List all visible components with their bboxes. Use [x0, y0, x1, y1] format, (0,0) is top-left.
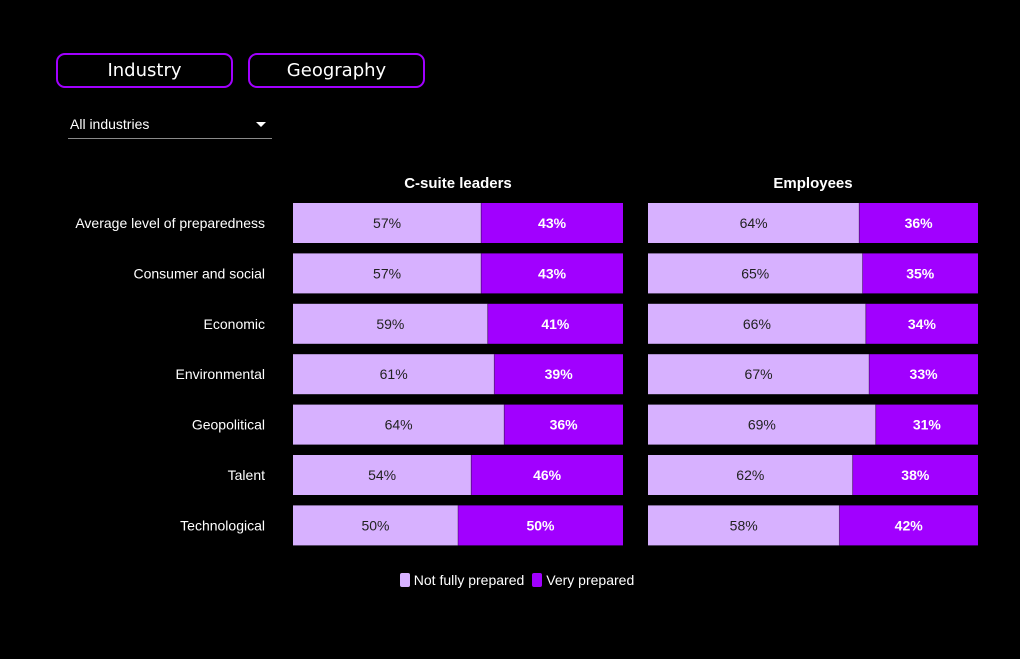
category-label-consumer-and-social: Consumer and social	[133, 265, 265, 281]
label-not-fully-prepared-c-suite-leaders-environmental: 61%	[380, 366, 408, 382]
bar-not-fully-prepared-c-suite-leaders-average-level-of-preparedness	[293, 203, 482, 243]
category-label-environmental: Environmental	[176, 366, 266, 382]
dropdown-selected-value: All industries	[70, 116, 150, 132]
label-very-prepared-c-suite-leaders-average-level-of-preparedness: 43%	[538, 215, 567, 231]
label-not-fully-prepared-employees-environmental: 67%	[745, 366, 773, 382]
label-not-fully-prepared-c-suite-leaders-consumer-and-social: 57%	[373, 265, 401, 281]
label-very-prepared-c-suite-leaders-consumer-and-social: 43%	[538, 265, 567, 281]
label-not-fully-prepared-employees-consumer-and-social: 65%	[741, 265, 769, 281]
legend-label-very-prepared: Very prepared	[546, 572, 635, 588]
label-not-fully-prepared-employees-average-level-of-preparedness: 64%	[740, 215, 768, 231]
label-very-prepared-c-suite-leaders-geopolitical: 36%	[550, 417, 579, 433]
bar-very-prepared-employees-economic	[865, 303, 978, 344]
panel-title-employees: Employees	[773, 175, 852, 192]
label-very-prepared-employees-technological: 42%	[895, 517, 924, 533]
panel-title-c-suite-leaders: C-suite leaders	[404, 175, 512, 192]
legend-swatch-very-prepared	[532, 573, 543, 587]
label-very-prepared-employees-environmental: 33%	[910, 366, 939, 382]
label-very-prepared-c-suite-leaders-talent: 46%	[533, 467, 562, 483]
tab-geography[interactable]: Geography	[248, 53, 425, 88]
bar-very-prepared-c-suite-leaders-average-level-of-preparedness	[481, 203, 623, 243]
label-not-fully-prepared-employees-geopolitical: 69%	[748, 417, 776, 433]
bar-very-prepared-employees-geopolitical	[875, 404, 978, 445]
legend-item-very-prepared: Very prepared	[532, 572, 634, 588]
bar-not-fully-prepared-employees-average-level-of-preparedness	[648, 203, 860, 243]
bar-very-prepared-c-suite-leaders-talent	[471, 455, 623, 495]
label-not-fully-prepared-employees-talent: 62%	[736, 467, 764, 483]
bar-not-fully-prepared-c-suite-leaders-environmental	[293, 354, 495, 395]
bar-not-fully-prepared-c-suite-leaders-talent	[293, 455, 472, 495]
category-label-economic: Economic	[204, 316, 265, 332]
bar-not-fully-prepared-employees-consumer-and-social	[648, 253, 863, 294]
label-not-fully-prepared-employees-technological: 58%	[730, 517, 758, 533]
category-label-technological: Technological	[180, 517, 265, 533]
bar-very-prepared-employees-environmental	[869, 354, 978, 395]
bar-very-prepared-c-suite-leaders-economic	[487, 303, 623, 344]
label-not-fully-prepared-c-suite-leaders-average-level-of-preparedness: 57%	[373, 215, 401, 231]
category-label-average-level-of-preparedness: Average level of preparedness	[75, 215, 265, 231]
label-very-prepared-employees-consumer-and-social: 35%	[906, 265, 935, 281]
label-very-prepared-c-suite-leaders-technological: 50%	[526, 517, 555, 533]
bar-not-fully-prepared-c-suite-leaders-geopolitical	[293, 404, 505, 445]
category-label-talent: Talent	[228, 467, 265, 483]
bar-not-fully-prepared-c-suite-leaders-technological	[293, 505, 458, 546]
bar-very-prepared-employees-technological	[839, 505, 978, 546]
bar-not-fully-prepared-employees-economic	[648, 303, 866, 344]
label-very-prepared-employees-economic: 34%	[908, 316, 937, 332]
bar-not-fully-prepared-employees-talent	[648, 455, 853, 495]
bar-not-fully-prepared-employees-technological	[648, 505, 840, 546]
bar-very-prepared-employees-talent	[852, 455, 978, 495]
bar-very-prepared-employees-consumer-and-social	[862, 253, 978, 294]
legend-item-not-fully-prepared: Not fully prepared	[399, 572, 525, 588]
bar-not-fully-prepared-employees-environmental	[648, 354, 870, 395]
label-very-prepared-c-suite-leaders-environmental: 39%	[545, 366, 574, 382]
label-very-prepared-employees-geopolitical: 31%	[913, 417, 942, 433]
bar-not-fully-prepared-c-suite-leaders-economic	[293, 303, 488, 344]
label-not-fully-prepared-c-suite-leaders-economic: 59%	[376, 316, 404, 332]
chart-legend: Not fully prepared Very prepared	[7, 572, 1020, 588]
label-not-fully-prepared-c-suite-leaders-geopolitical: 64%	[385, 417, 413, 433]
bar-not-fully-prepared-employees-geopolitical	[648, 404, 876, 445]
category-label-geopolitical: Geopolitical	[192, 417, 265, 433]
label-very-prepared-c-suite-leaders-economic: 41%	[541, 316, 570, 332]
label-very-prepared-employees-talent: 38%	[901, 467, 930, 483]
legend-swatch-not-fully-prepared	[399, 573, 410, 587]
bar-not-fully-prepared-c-suite-leaders-consumer-and-social	[293, 253, 482, 294]
tab-industry[interactable]: Industry	[56, 53, 233, 88]
label-not-fully-prepared-c-suite-leaders-technological: 50%	[361, 517, 389, 533]
label-not-fully-prepared-employees-economic: 66%	[743, 316, 771, 332]
bar-very-prepared-c-suite-leaders-geopolitical	[504, 404, 623, 445]
label-very-prepared-employees-average-level-of-preparedness: 36%	[905, 215, 934, 231]
legend-label-not-fully-prepared: Not fully prepared	[413, 572, 525, 588]
preparedness-chart: C-suite leaders 57% 43% 57% 43% 59% 41% 61% 39% 6…	[75, 175, 978, 546]
bar-very-prepared-c-suite-leaders-technological	[458, 505, 623, 546]
chevron-down-icon	[256, 122, 266, 127]
industry-dropdown[interactable]: All industries	[68, 112, 272, 139]
bar-very-prepared-employees-average-level-of-preparedness	[859, 203, 978, 243]
label-not-fully-prepared-c-suite-leaders-talent: 54%	[368, 467, 396, 483]
bar-very-prepared-c-suite-leaders-consumer-and-social	[481, 253, 623, 294]
bar-very-prepared-c-suite-leaders-environmental	[494, 354, 623, 395]
